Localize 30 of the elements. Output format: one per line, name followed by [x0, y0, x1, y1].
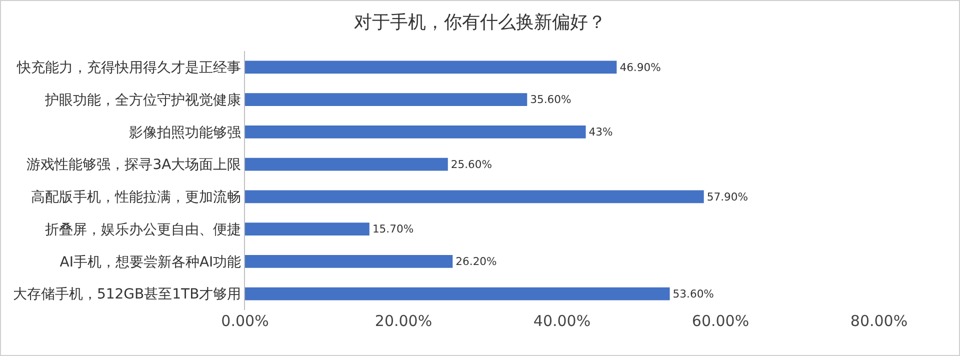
bar — [245, 254, 453, 268]
y-tick-label: 大存储手机，512GB甚至1TB才够用 — [12, 286, 242, 303]
bar — [245, 158, 448, 171]
x-tick-label: 80.00% — [850, 312, 908, 330]
y-tick-label: 折叠屏，娱乐办公更自由、便捷 — [45, 222, 242, 238]
bar — [245, 60, 617, 74]
bar — [245, 222, 370, 236]
y-tick-label: 影像拍照功能够强 — [129, 124, 242, 141]
bar — [245, 287, 670, 300]
data-label: 25.60% — [450, 158, 492, 171]
y-tick-label: 高配版手机，性能拉满，更加流畅 — [31, 190, 242, 206]
y-tick-label: 快充能力，充得快用得久才是正经事 — [16, 60, 242, 76]
data-label: 35.60% — [530, 93, 572, 106]
data-label: 43% — [588, 126, 613, 139]
data-label: 57.90% — [706, 190, 748, 204]
x-tick-label: 40.00% — [533, 312, 591, 330]
y-tick-label: AI手机，想要尝新各种AI功能 — [60, 254, 242, 270]
x-tick-label: 60.00% — [692, 312, 750, 330]
data-label: 53.60% — [672, 287, 714, 300]
x-tick-label: 0.00% — [221, 312, 269, 330]
data-label: 46.90% — [620, 60, 661, 74]
y-tick-label: 游戏性能够强，探寻3A大场面上限 — [26, 157, 242, 174]
y-tick-label: 护眼功能，全方位守护视觉健康 — [44, 92, 242, 108]
chart-title: 对于手机，你有什么换新偏好？ — [354, 12, 606, 33]
data-label: 15.70% — [372, 222, 414, 236]
bar — [245, 190, 704, 204]
x-tick-label: 20.00% — [374, 312, 432, 330]
bar — [245, 93, 528, 106]
data-label: 26.20% — [456, 255, 497, 268]
bar — [245, 125, 586, 138]
